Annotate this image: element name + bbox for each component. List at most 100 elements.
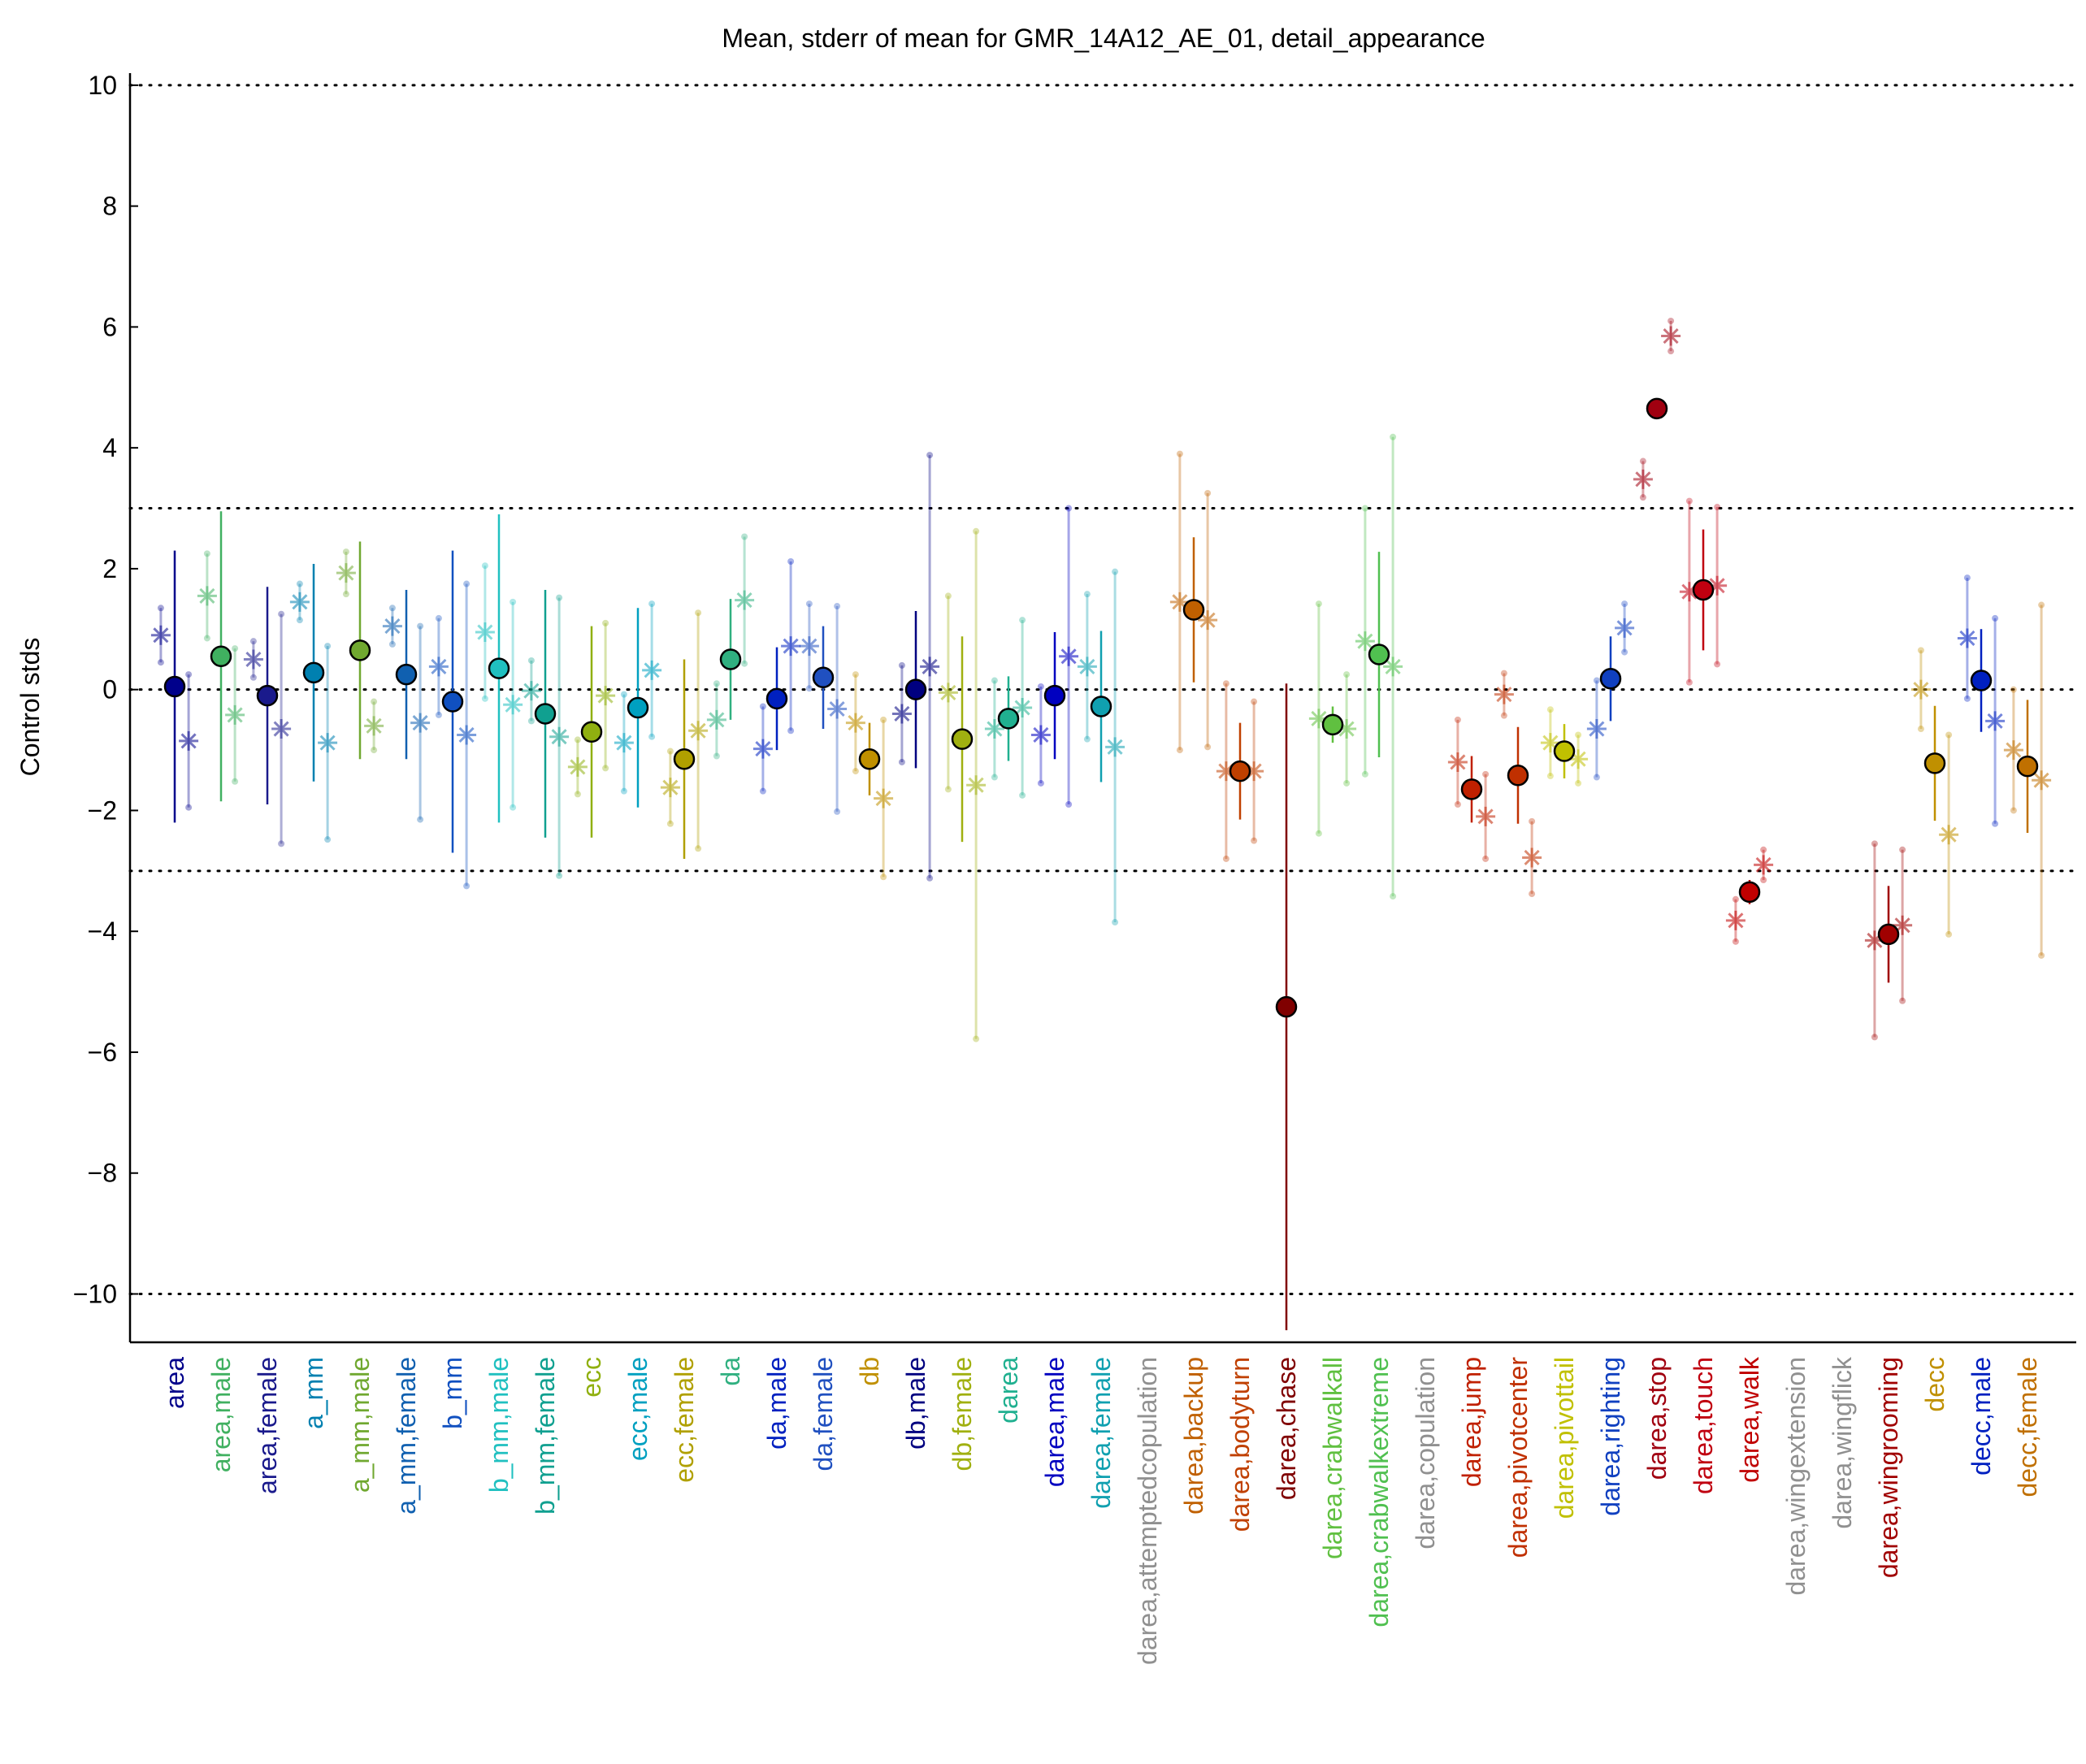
star-marker: [2003, 740, 2023, 761]
star-marker: [1707, 575, 1728, 596]
error-cap: [1390, 433, 1397, 440]
error-cap: [1732, 938, 1739, 945]
star-marker: [1939, 825, 1959, 845]
star-marker: [1633, 469, 1653, 489]
error-cap: [1500, 670, 1507, 677]
error-cap: [852, 671, 859, 678]
error-cap: [1992, 614, 1999, 622]
error-cap: [527, 717, 535, 725]
star-marker: [1679, 582, 1699, 602]
error-cap: [1667, 317, 1675, 324]
error-cap: [2010, 686, 2017, 693]
error-cap: [2038, 601, 2045, 609]
error-cap: [944, 786, 952, 793]
star-marker: [1910, 679, 1931, 700]
error-cap: [157, 605, 164, 612]
y-tick-label: −10: [73, 1279, 117, 1308]
star-marker: [1586, 719, 1607, 739]
error-cap: [324, 836, 332, 843]
error-cap: [296, 580, 303, 587]
error-cap: [1871, 1034, 1878, 1041]
error-cap: [973, 1035, 980, 1042]
error-cap: [880, 873, 887, 881]
star-marker: [920, 657, 940, 677]
mean-marker: [1646, 397, 1668, 420]
mean-marker: [1738, 881, 1761, 904]
error-cap: [1593, 677, 1600, 684]
y-tick-label: −4: [88, 917, 117, 946]
star-marker: [938, 683, 958, 703]
error-cap: [185, 804, 193, 811]
star-marker: [567, 756, 588, 777]
mean-marker: [488, 657, 510, 679]
mean-marker: [1090, 696, 1112, 717]
error-cap: [1963, 574, 1971, 582]
error-cap: [1222, 855, 1229, 862]
error-cap: [574, 791, 581, 798]
error-cap: [1575, 731, 1582, 739]
error-cap: [371, 747, 378, 754]
star-marker: [1540, 733, 1560, 753]
error-cap: [249, 674, 257, 681]
error-cap: [1454, 716, 1461, 723]
mean-marker: [812, 666, 835, 689]
x-tick-label: darea,pivotcenter: [1503, 1357, 1533, 1558]
x-tick-label: da,male: [762, 1357, 791, 1450]
error-cap: [973, 527, 980, 535]
error-cap: [1917, 647, 1924, 654]
star-marker: [1615, 618, 1635, 638]
error-cap: [666, 748, 674, 755]
mean-marker: [673, 748, 696, 770]
error-cap: [620, 787, 627, 795]
error-cap: [1112, 568, 1119, 575]
error-cap: [741, 533, 748, 540]
x-tick-label: decc,female: [2013, 1357, 2042, 1497]
error-cap: [232, 645, 239, 652]
y-tick-label: 6: [102, 312, 117, 341]
error-cap: [435, 711, 442, 718]
x-tick-label: db,female: [948, 1357, 977, 1471]
star-marker: [410, 713, 431, 733]
error-cap: [1945, 930, 1953, 938]
star-marker: [1725, 910, 1746, 930]
mean-marker: [256, 684, 279, 707]
star-marker: [1383, 657, 1403, 677]
error-cap: [1204, 743, 1212, 751]
star-marker: [457, 725, 477, 745]
error-cap: [1963, 695, 1971, 702]
error-cap: [1019, 791, 1026, 799]
mean-marker: [580, 721, 603, 743]
mean-marker: [163, 675, 186, 698]
error-cap: [1639, 494, 1646, 501]
error-cap: [1992, 820, 1999, 827]
error-cap: [1019, 617, 1026, 624]
x-tick-label: darea,stop: [1642, 1357, 1672, 1480]
mean-marker: [627, 696, 649, 719]
error-cap: [1945, 731, 1953, 739]
x-tick-label: darea,female: [1086, 1357, 1116, 1509]
star-marker: [799, 636, 819, 657]
star-marker: [318, 733, 338, 753]
error-cap: [371, 698, 378, 705]
mean-marker: [1692, 579, 1715, 601]
error-cap: [991, 677, 998, 684]
error-cap: [481, 695, 488, 702]
x-tick-label: darea,backup: [1179, 1357, 1208, 1515]
error-cap: [1204, 489, 1212, 496]
error-cap: [1251, 698, 1258, 705]
error-cap: [556, 594, 563, 601]
error-cap: [1621, 648, 1628, 656]
star-marker: [1308, 709, 1329, 729]
error-cap: [759, 787, 766, 795]
error-cap: [602, 765, 609, 772]
mean-marker: [951, 728, 974, 750]
chart-title: Mean, stderr of mean for GMR_14A12_AE_01…: [722, 24, 1485, 53]
error-cap: [787, 557, 795, 565]
error-cap: [2038, 951, 2045, 959]
star-marker: [475, 622, 495, 643]
x-tick-label: darea: [994, 1357, 1023, 1424]
star-marker: [966, 775, 987, 795]
error-cap: [388, 640, 396, 648]
star-marker: [289, 592, 310, 612]
mean-marker: [441, 691, 464, 713]
